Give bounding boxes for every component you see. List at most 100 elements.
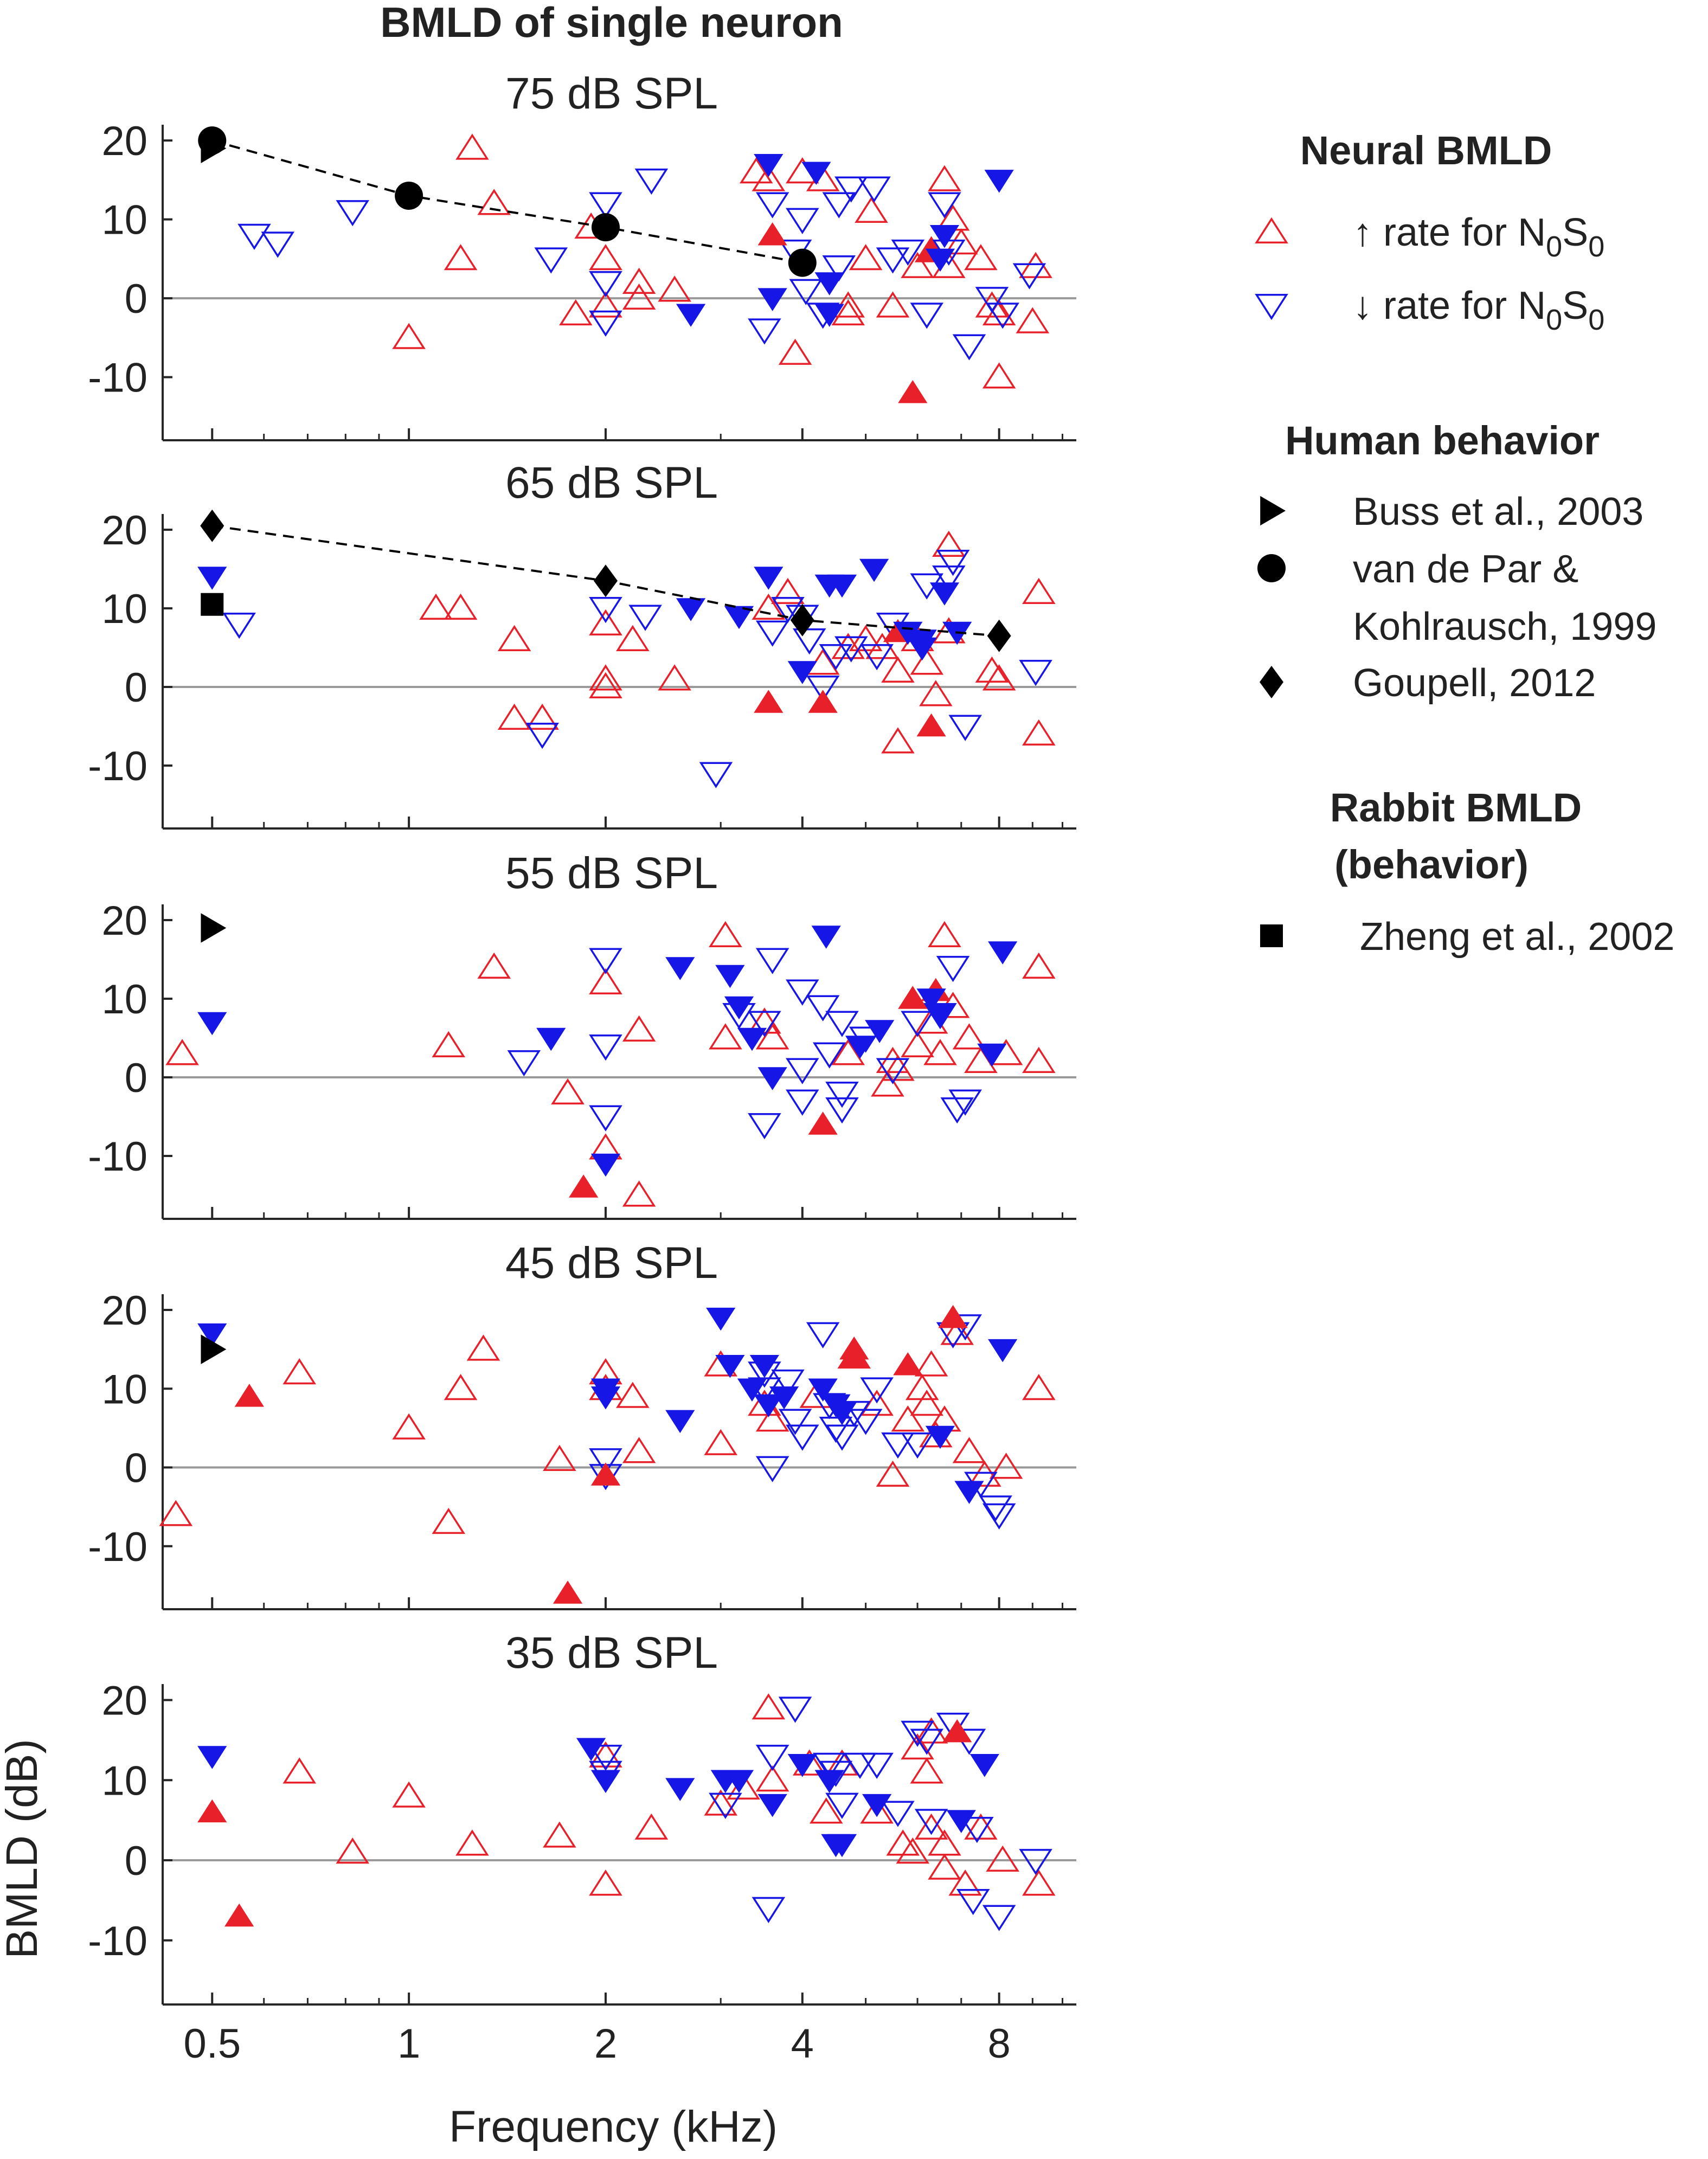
up-open-point [616,625,650,651]
legend-label: van de Par & [1353,548,1578,591]
down-open-point [792,628,826,655]
down-open-point [699,762,733,788]
x-tick-label: 2 [594,2021,617,2067]
down-filled-point [801,162,831,185]
up-open-point [589,291,622,318]
down-open-point [806,676,840,702]
down-filled-point [787,661,817,684]
down-filled-point [737,1378,767,1402]
down-filled-point [969,1754,999,1777]
down-filled-point [827,1402,857,1425]
down-open-point [589,1105,622,1132]
up-open-point [986,1845,1019,1872]
down-open-point [748,318,781,345]
down-filled-point [197,567,227,590]
up-open-point [932,530,966,557]
panel-title: 65 dB SPL [505,458,718,507]
behavior-right-tri-point [201,133,227,163]
down-filled-point [724,606,754,629]
down-open-point [901,1432,934,1459]
legend-marker [1260,496,1286,526]
legend-label: Zheng et al., 2002 [1360,915,1674,959]
y-tick-label: 0 [125,1055,147,1101]
down-open-point [755,1745,789,1771]
legend-label: Kohlrausch, 1999 [1353,605,1656,648]
down-filled-point [814,272,844,295]
up-open-point [752,165,786,191]
up-open-point [589,244,622,271]
behavior-square-point [201,593,224,616]
up-filled-point [839,1344,869,1367]
down-filled-point [737,1027,767,1051]
y-tick-label: 10 [101,197,147,243]
down-filled-point [925,1004,955,1027]
up-open-point [1022,1374,1056,1400]
legend-marker [1260,924,1283,947]
down-open-point [881,1432,915,1459]
down-filled-point [988,1339,1018,1363]
up-open-point [165,1039,199,1065]
up-open-point [831,633,865,659]
down-open-point [819,644,853,671]
legend-heading: (behavior) [1334,842,1529,887]
up-open-point [622,283,656,310]
up-filled-point [916,713,946,737]
down-open-point [786,1424,819,1451]
up-open-point [865,633,899,659]
behavior-diamond-point [790,603,814,637]
up-open-point [914,1813,948,1840]
up-open-point [876,1046,910,1073]
legend-marker [1255,217,1288,243]
up-open-point [658,664,691,691]
up-open-point [634,1813,669,1840]
up-open-point [477,189,511,215]
up-open-point [881,727,915,754]
up-open-point [589,664,622,691]
down-filled-point [929,582,960,606]
behavior-diamond-point [987,619,1011,652]
up-open-point [1022,952,1056,979]
down-filled-point [865,1020,895,1043]
down-filled-point [197,1323,227,1347]
down-open-point [936,550,970,576]
up-open-point [910,1757,944,1784]
down-open-point [910,303,944,329]
up-open-point [622,1437,656,1463]
down-open-point [589,1448,622,1475]
down-open-point [534,247,568,274]
down-open-point [822,255,856,282]
down-filled-point [925,1425,955,1449]
up-open-point [1019,252,1052,278]
up-open-point [1022,1046,1056,1073]
down-filled-point [769,1386,799,1410]
down-open-point [806,995,840,1021]
legend-marker [1255,294,1288,320]
panel-3: 55 dB SPL 20 10 0 -10 [88,849,1076,1220]
down-filled-point [757,288,787,311]
up-filled-point [754,690,784,713]
up-open-point [1022,1869,1056,1896]
down-filled-point [576,1738,606,1761]
behavior-circle-point [591,213,620,242]
up-open-point [982,664,1016,691]
up-open-point [1022,719,1056,746]
up-open-point [455,1829,489,1856]
up-open-point [752,593,786,620]
down-open-point [755,192,789,219]
y-tick-label: -10 [88,355,147,401]
down-open-point [771,597,805,624]
up-open-point [928,921,961,947]
up-filled-point [893,1352,923,1376]
up-open-point [589,672,622,698]
panel-title: 75 dB SPL [505,69,718,118]
up-open-point [616,1381,650,1408]
down-filled-point [859,558,889,582]
up-open-point [336,1837,370,1864]
down-filled-point [787,1754,817,1777]
behavior-circle-point [395,181,423,210]
down-open-point [222,613,256,639]
down-open-point [948,1089,982,1116]
up-filled-point [898,380,928,403]
down-open-point [936,956,970,982]
up-open-point [940,1319,974,1345]
